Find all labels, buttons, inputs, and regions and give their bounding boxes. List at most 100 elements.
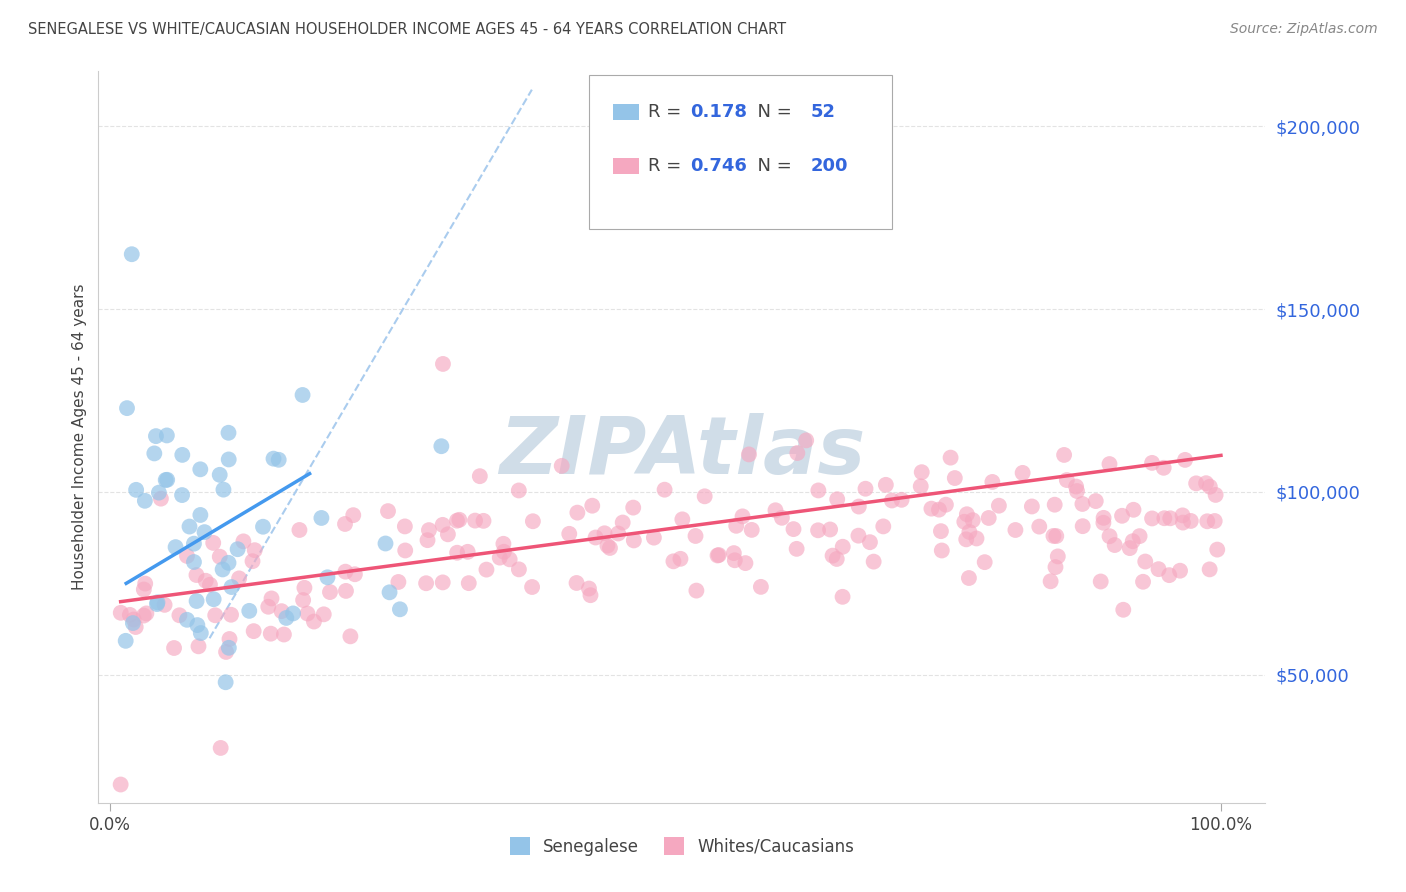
Point — [1153, 511, 1175, 525]
Point — [1066, 483, 1088, 498]
Point — [855, 482, 877, 496]
Point — [135, 607, 157, 621]
Point — [1111, 508, 1133, 523]
Point — [825, 552, 848, 566]
Point — [939, 450, 962, 465]
Point — [1098, 529, 1121, 543]
Point — [132, 582, 155, 597]
Point — [437, 527, 460, 541]
Point — [267, 452, 290, 467]
Point — [218, 556, 240, 570]
Point — [1140, 456, 1163, 470]
Point — [218, 425, 240, 440]
Point — [585, 531, 607, 545]
Point — [723, 546, 745, 560]
Point — [214, 675, 236, 690]
Point — [821, 549, 844, 563]
Point — [492, 537, 515, 551]
Point — [333, 516, 356, 531]
Point — [291, 388, 314, 402]
Point — [394, 543, 416, 558]
Point — [204, 608, 226, 623]
Point — [311, 511, 333, 525]
Point — [472, 514, 495, 528]
Point — [724, 553, 747, 567]
Point — [186, 568, 208, 582]
Point — [522, 514, 544, 528]
Text: R =: R = — [648, 103, 688, 120]
Point — [662, 554, 685, 568]
Point — [725, 518, 748, 533]
Point — [962, 513, 984, 527]
Point — [238, 604, 260, 618]
Point — [288, 523, 311, 537]
Point — [685, 583, 707, 598]
Point — [146, 595, 169, 609]
Point — [387, 574, 409, 589]
Text: SENEGALESE VS WHITE/CAUCASIAN HOUSEHOLDER INCOME AGES 45 - 64 YEARS CORRELATION : SENEGALESE VS WHITE/CAUCASIAN HOUSEHOLDE… — [28, 22, 786, 37]
Point — [880, 493, 903, 508]
Point — [654, 483, 676, 497]
Point — [221, 580, 243, 594]
Point — [706, 549, 728, 563]
Point — [957, 571, 980, 585]
Point — [1098, 457, 1121, 471]
Point — [707, 548, 730, 562]
Point — [1011, 466, 1033, 480]
Point — [623, 533, 645, 548]
FancyBboxPatch shape — [589, 75, 891, 228]
Point — [749, 580, 772, 594]
Text: 0.746: 0.746 — [690, 158, 747, 176]
Point — [270, 604, 292, 618]
Point — [202, 536, 225, 550]
Point — [186, 594, 208, 608]
Point — [260, 626, 283, 640]
Point — [143, 446, 166, 460]
Point — [134, 576, 156, 591]
Point — [415, 576, 437, 591]
Point — [935, 498, 957, 512]
Text: R =: R = — [648, 158, 688, 176]
Point — [170, 488, 193, 502]
Point — [596, 539, 619, 553]
Point — [848, 529, 870, 543]
Point — [430, 439, 453, 453]
Point — [446, 514, 468, 528]
Point — [825, 492, 848, 507]
Point — [176, 549, 198, 563]
Point — [118, 607, 141, 622]
Point — [920, 501, 942, 516]
Point — [302, 615, 325, 629]
Point — [202, 592, 225, 607]
Point — [122, 616, 145, 631]
Text: N =: N = — [747, 103, 797, 120]
Point — [943, 471, 966, 485]
Point — [1071, 519, 1094, 533]
Point — [292, 593, 315, 607]
Point — [110, 778, 132, 792]
Point — [215, 645, 238, 659]
Point — [1174, 453, 1197, 467]
Point — [981, 475, 1004, 489]
Point — [831, 590, 853, 604]
Point — [1185, 476, 1208, 491]
Point — [741, 523, 763, 537]
Point — [190, 508, 212, 522]
Point — [671, 512, 693, 526]
Text: ZIPAtlas: ZIPAtlas — [499, 413, 865, 491]
Point — [734, 556, 756, 570]
Point — [209, 740, 232, 755]
Point — [987, 499, 1010, 513]
Point — [1168, 564, 1191, 578]
Point — [890, 492, 912, 507]
Point — [134, 493, 156, 508]
Point — [125, 483, 148, 497]
Point — [183, 555, 205, 569]
Point — [1159, 511, 1181, 525]
Point — [508, 483, 530, 498]
Point — [807, 483, 830, 498]
Point — [110, 606, 132, 620]
Point — [1122, 534, 1144, 549]
Point — [488, 550, 510, 565]
Point — [449, 513, 471, 527]
